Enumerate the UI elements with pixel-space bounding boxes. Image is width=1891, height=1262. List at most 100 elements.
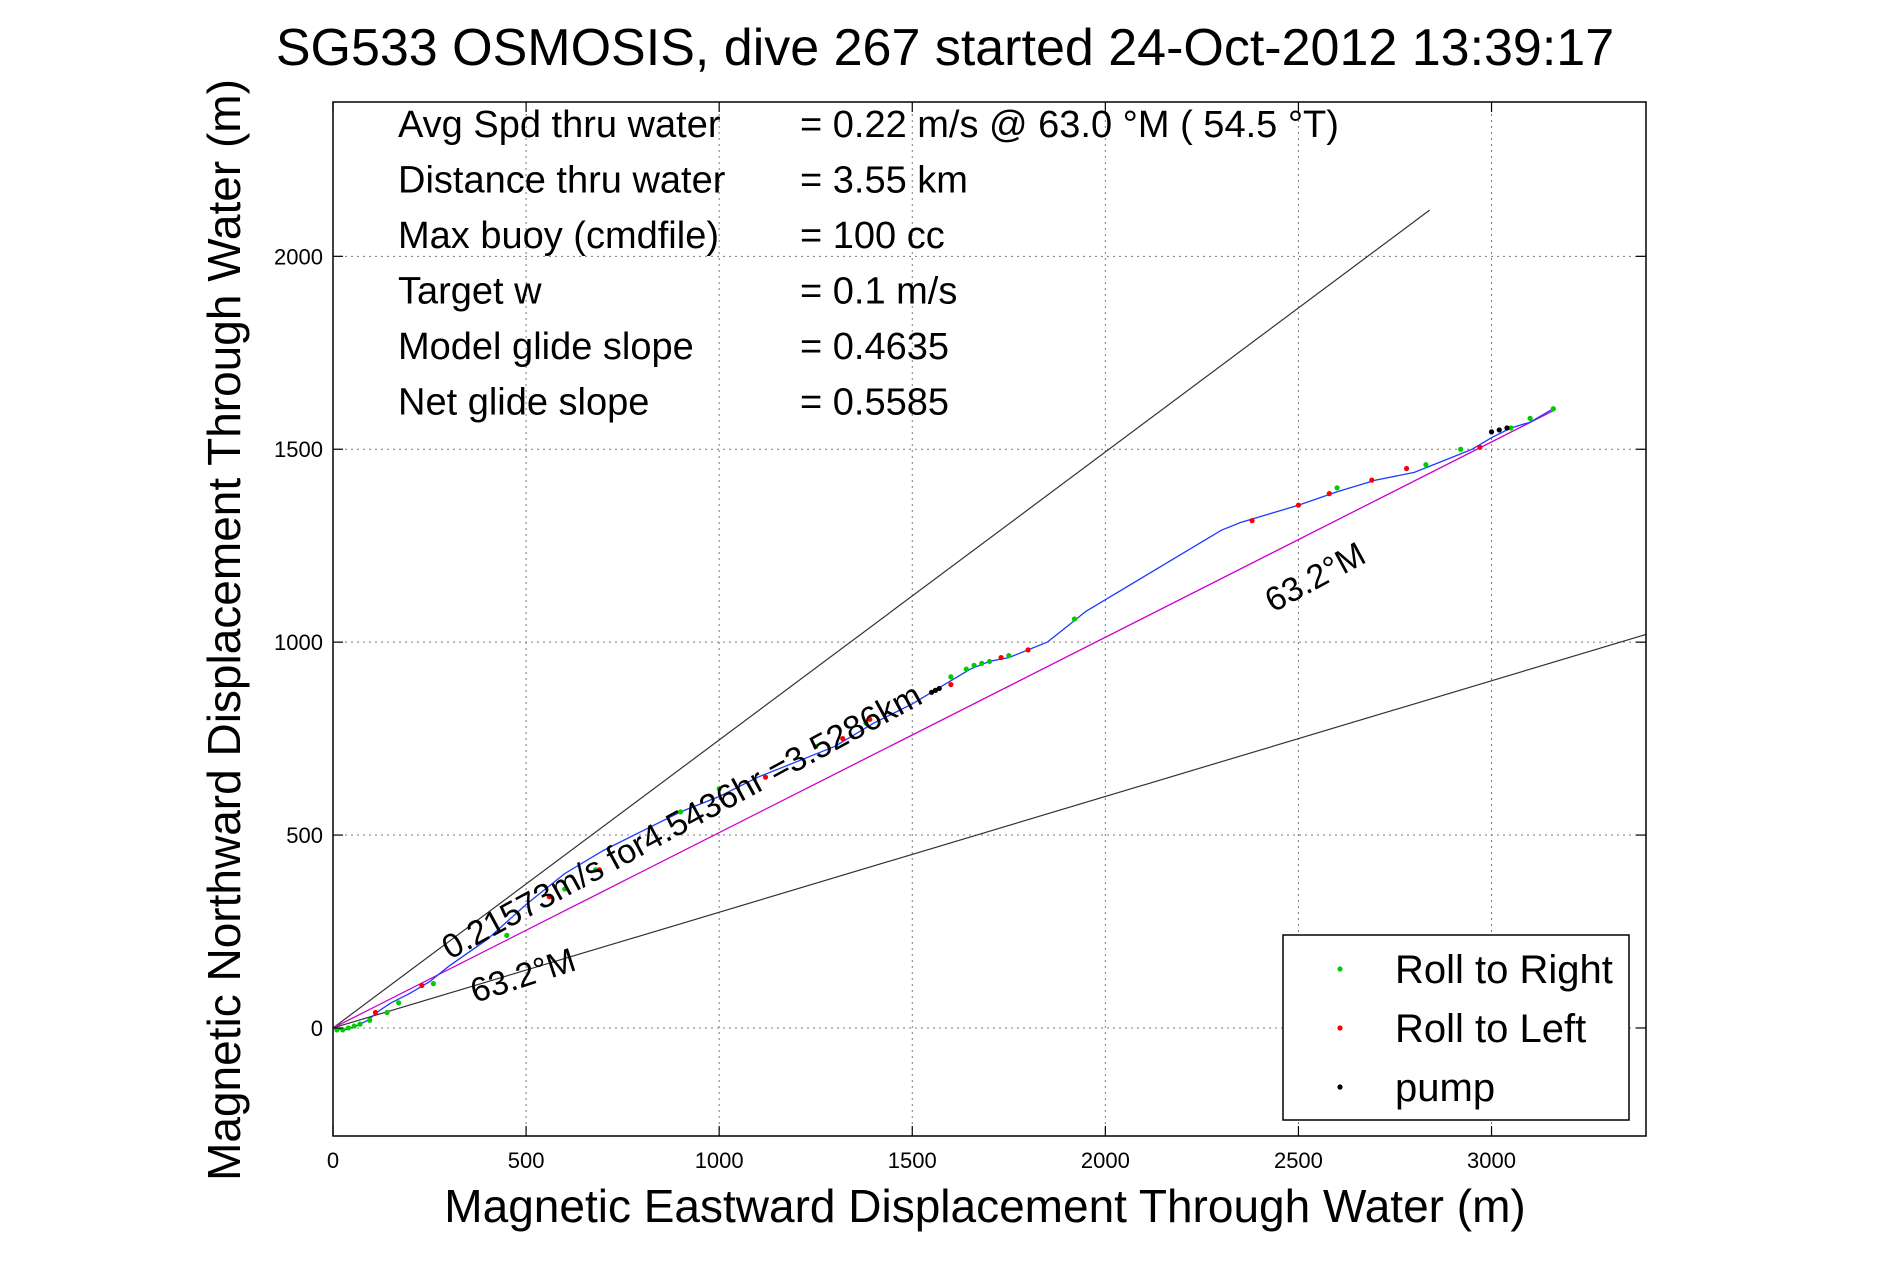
data-point [971, 662, 977, 668]
data-point [762, 774, 769, 780]
data-point [1496, 427, 1502, 433]
data-point [1334, 485, 1340, 491]
data-point [1423, 462, 1429, 468]
data-point [1458, 446, 1464, 452]
lower-bound-line [332, 633, 1647, 1029]
stat-label: Net glide slope [398, 382, 649, 424]
stat-value: = 0.4635 [800, 326, 949, 368]
data-point [948, 681, 954, 688]
data-point [351, 1023, 357, 1029]
data-point [1508, 425, 1514, 431]
data-point [340, 1027, 346, 1033]
reference-lines [332, 209, 1647, 1029]
data-point [546, 894, 552, 900]
annotation: 63.2°M [1259, 535, 1372, 620]
data-series [332, 406, 1556, 1033]
stat-value: = 0.1 m/s [800, 271, 957, 313]
track-line [332, 408, 1554, 1031]
data-point [1071, 616, 1078, 622]
data-point [1249, 518, 1255, 524]
plot-frame [332, 101, 1647, 1137]
data-point [357, 1021, 363, 1027]
data-point [863, 720, 869, 726]
data-point [716, 786, 722, 792]
data-point [430, 981, 437, 987]
data-point [1477, 444, 1483, 450]
legend-label: Roll to Left [1395, 1007, 1586, 1051]
data-point [1403, 465, 1410, 472]
data-point [963, 666, 969, 672]
data-point [419, 982, 425, 989]
data-point [345, 1025, 352, 1031]
data-point [932, 687, 939, 693]
stat-label: Model glide slope [398, 326, 694, 368]
data-point [334, 1027, 340, 1033]
data-point [367, 1017, 373, 1023]
data-point [396, 1000, 402, 1006]
data-point [593, 867, 599, 873]
data-point [1025, 647, 1031, 653]
data-point [936, 685, 942, 692]
data-point [1488, 429, 1495, 435]
data-point [596, 867, 603, 873]
stats-block: Avg Spd thru water = 0.22 m/s @ 63.0 °M (… [398, 104, 1339, 424]
stat-value: = 0.5585 [800, 382, 949, 424]
data-point [562, 886, 568, 892]
series-pump [928, 425, 1510, 695]
x-tick-label: 3000 [1467, 1148, 1516, 1173]
legend-marker [1337, 966, 1343, 972]
chart-title: SG533 OSMOSIS, dive 267 started 24-Oct-2… [276, 19, 1614, 77]
y-tick-label: 1500 [274, 437, 323, 462]
data-point [1295, 502, 1302, 508]
data-point [1504, 425, 1510, 431]
data-point [979, 660, 985, 666]
legend-marker [1337, 1025, 1343, 1031]
x-tick-label: 2500 [1274, 1148, 1323, 1173]
data-point [986, 658, 993, 665]
legend-marker [1337, 1084, 1343, 1090]
x-tick-label: 1500 [888, 1148, 937, 1173]
annotations: 0.21573m/s for4.5436hr =3.5286km63.2°M63… [436, 535, 1372, 1011]
stat-value: = 100 cc [800, 215, 945, 257]
data-point [677, 809, 684, 815]
stat-label: Distance thru water [398, 160, 726, 202]
series-roll-to-left [372, 444, 1483, 1016]
stat-label: Avg Spd thru water [398, 104, 721, 146]
x-tick-label: 1000 [695, 1148, 744, 1173]
legend: Roll to Right Roll to Left pump [1282, 934, 1630, 1121]
stat-value: = 0.22 m/s @ 63.0 °M ( 54.5 °T) [800, 104, 1339, 146]
data-point [1326, 491, 1332, 497]
stat-value: = 3.55 km [800, 160, 968, 202]
x-tick-label: 2000 [1081, 1148, 1130, 1173]
data-point [504, 932, 510, 938]
axis-ticks: 0 500 1000 1500 2000 2500 3000 0 500 1000 1500 2000 [274, 102, 1646, 1173]
heading-line [332, 410, 1554, 1029]
data-point [840, 736, 846, 742]
data-point [372, 1009, 379, 1016]
data-point [1369, 477, 1375, 483]
data-point [813, 743, 819, 749]
data-point [867, 716, 873, 722]
y-tick-label: 500 [286, 823, 323, 848]
y-tick-label: 1000 [274, 630, 323, 655]
data-point [384, 1009, 390, 1016]
data-point [1006, 653, 1012, 659]
data-point [998, 654, 1004, 661]
y-axis-label: Magnetic Northward Displacement Through … [198, 79, 250, 1181]
stat-label: Max buoy (cmdfile) [398, 215, 719, 257]
legend-label: pump [1395, 1066, 1495, 1110]
data-point [1527, 415, 1533, 421]
series-roll-to-right [334, 406, 1556, 1033]
y-tick-label: 0 [311, 1016, 323, 1041]
x-tick-label: 500 [508, 1148, 545, 1173]
x-axis-label: Magnetic Eastward Displacement Through W… [444, 1180, 1525, 1232]
data-point [1550, 406, 1556, 412]
legend-label: Roll to Right [1395, 948, 1613, 992]
x-tick-label: 0 [327, 1148, 339, 1173]
data-point [928, 689, 935, 695]
stat-label: Target w [398, 271, 542, 313]
y-tick-label: 2000 [274, 244, 323, 269]
data-point [948, 674, 954, 680]
upper-bound-line [332, 209, 1431, 1029]
